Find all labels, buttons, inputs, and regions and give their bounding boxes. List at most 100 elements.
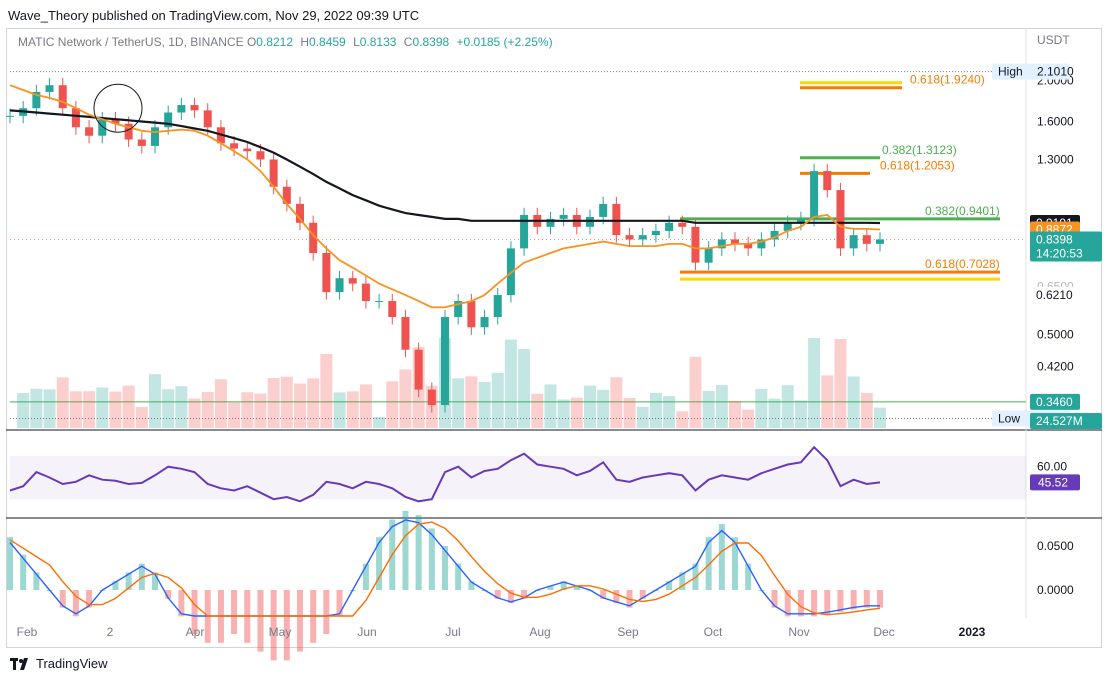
candle-body [177,105,186,113]
macd-histogram-bar [297,590,303,652]
rsi-axis-tick: 60.00 [1037,460,1067,474]
volume-bar [623,397,636,428]
volume-bar [188,398,201,428]
candle-body [58,85,67,109]
candle-body [414,349,423,390]
macd-histogram-bar [362,563,369,590]
candle-body [309,222,318,254]
candle-body [256,151,265,160]
volume-bar [346,391,359,428]
time-axis-tick: Oct [704,625,723,639]
macd-histogram-bar [125,572,132,590]
candle-body [625,235,634,240]
candle-body [717,239,726,249]
macd-histogram-bar [797,590,804,617]
countdown-value: 14:20:53 [1036,246,1083,260]
high-label: H [300,35,310,49]
macd-histogram-bar [455,563,462,590]
macd-histogram-bar [442,546,448,590]
volume-bar [649,392,662,428]
candle-body [322,253,331,293]
axis-tag-value: 24.527M [1036,414,1083,428]
macd-histogram-bar [7,537,13,590]
candle-body [546,218,555,227]
footer-brand-text: TradingView [36,656,108,671]
open-label: O [246,35,257,49]
candle-body [638,235,647,240]
axis-tag-value: 0.8398 [1036,232,1073,246]
candle-body [111,119,120,124]
volume-bar [610,377,623,428]
footer-brand: TradingView [10,656,108,671]
volume-bar [294,383,306,428]
candle-body [599,203,608,217]
macd-histogram-bar [824,590,831,615]
change-value: +0.0185 (+2.25%) [456,35,553,49]
annotation-circle [93,83,143,133]
time-axis-tick: Dec [873,625,894,639]
volume-bar [531,393,544,428]
macd-histogram-bar [270,590,277,661]
macd-histogram-bar [20,554,27,590]
volume-bar [56,377,69,428]
macd-histogram-bar [745,563,752,590]
candle-body [98,119,107,136]
volume-bar [373,417,386,428]
axis-tag [1030,286,1080,303]
candle-body [137,139,146,146]
volume-bar [808,338,821,428]
volume-bar [860,392,873,428]
volume-bar [544,384,557,428]
volume-bar [715,385,728,428]
volume-bar [109,391,122,428]
volume-bar [359,384,372,428]
macd-axis-tick: 0.0000 [1037,583,1074,597]
candle-body [467,301,476,328]
volume-bar [597,389,610,428]
volume-bar [504,339,517,428]
volume-bar [518,349,531,428]
macd-histogram-bar [732,537,738,590]
macd-histogram-bar [811,590,818,617]
candle-body [388,301,397,318]
time-axis-tick: Feb [17,625,38,639]
candle-body [45,85,54,92]
volume-bar [254,393,267,428]
candle-body [85,127,94,136]
time-axis-tick: 2023 [959,625,986,639]
symbol-name: MATIC Network / TetherUS, 1D, BINANCE [18,35,244,49]
macd-histogram-bar [59,590,66,608]
volume-bar [465,376,478,428]
candle-body [836,190,845,249]
macd-histogram-bar [428,528,435,590]
volume-bar [214,379,227,428]
candle-body [559,215,568,219]
macd-histogram-bar [613,590,620,604]
tradingview-logo-icon [10,657,32,670]
macd-histogram-bar [112,581,119,590]
candle-body [441,317,449,406]
candle-body [612,203,621,236]
volume-bar [702,390,715,428]
candle-body [731,239,739,244]
axis-tag [1030,231,1102,262]
volume-bar [742,409,755,428]
open-value: 0.8212 [256,35,293,49]
macd-histogram-bar [152,572,158,590]
candle-body [651,230,660,236]
fib-level-label: 0.382(1.3123) [882,143,957,157]
volume-bar [149,374,161,428]
volume-bar [96,387,109,428]
candle-body [348,278,357,284]
axis-tag [1030,393,1080,410]
volume-bar [689,356,702,428]
symbol-legend[interactable]: MATIC Network / TetherUS, 1D, BINANCE O0… [18,35,553,49]
candle-body [361,283,370,302]
volume-bar [584,385,596,428]
volume-bar [491,372,504,428]
volume-bar [135,407,148,428]
rsi-value-label: 45.52 [1038,475,1068,489]
candle-body [401,317,410,350]
macd-histogram-bar [771,590,778,608]
